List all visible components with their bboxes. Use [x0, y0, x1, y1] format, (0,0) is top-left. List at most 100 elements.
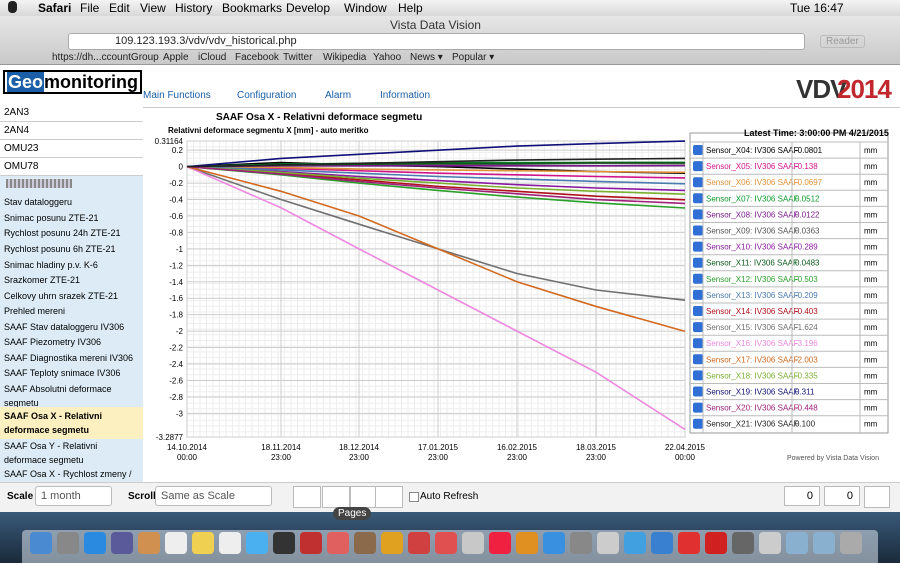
- auto-refresh[interactable]: Auto Refresh: [420, 491, 479, 502]
- legend-checkbox[interactable]: [693, 225, 703, 236]
- reader-button[interactable]: Reader: [820, 35, 865, 48]
- legend-checkbox[interactable]: [693, 354, 703, 365]
- legend-checkbox[interactable]: [693, 161, 703, 172]
- messages-button[interactable]: 0: [824, 486, 860, 506]
- dock-icon[interactable]: [246, 532, 268, 554]
- menu-item[interactable]: Help: [398, 1, 423, 15]
- sidebar-item[interactable]: Celkovy uhrn srazek ZTE-21: [4, 291, 119, 301]
- sidebar-item[interactable]: OMU78: [0, 158, 143, 176]
- menu-item[interactable]: Window: [344, 1, 387, 15]
- legend-checkbox[interactable]: [693, 273, 703, 284]
- dock-icon[interactable]: [57, 532, 79, 554]
- dock-icon[interactable]: [759, 532, 781, 554]
- dock-icon[interactable]: [489, 532, 511, 554]
- legend-checkbox[interactable]: [693, 386, 703, 397]
- dock-icon[interactable]: [786, 532, 808, 554]
- menu-item[interactable]: Develop: [286, 1, 331, 15]
- dock-icon[interactable]: [381, 532, 403, 554]
- dock-icon[interactable]: [219, 532, 241, 554]
- dock-icon[interactable]: [30, 532, 52, 554]
- menu-item[interactable]: History: [175, 1, 213, 15]
- dock-icon[interactable]: [435, 532, 457, 554]
- sidebar-item[interactable]: 2AN4: [0, 122, 143, 140]
- nav-button[interactable]: [375, 486, 403, 508]
- dock-icon[interactable]: [327, 532, 349, 554]
- legend-checkbox[interactable]: [693, 306, 703, 316]
- bookmark[interactable]: Popular ▾: [452, 52, 495, 63]
- warnings-button[interactable]: 0: [784, 486, 820, 506]
- apple-menu[interactable]: [8, 1, 17, 13]
- sidebar-item[interactable]: SAAF Diagnostika mereni IV306: [4, 353, 134, 363]
- dock-icon[interactable]: [300, 532, 322, 554]
- add-button[interactable]: [864, 486, 890, 508]
- dock-icon[interactable]: [840, 532, 862, 554]
- menu-item[interactable]: File: [80, 1, 100, 15]
- menu-item[interactable]: Bookmarks: [222, 1, 283, 15]
- legend-checkbox[interactable]: [693, 145, 703, 155]
- auto-refresh-box[interactable]: [409, 492, 419, 502]
- bookmark[interactable]: Wikipedia: [323, 52, 367, 63]
- bookmark[interactable]: News ▾: [410, 52, 443, 63]
- dock-icon[interactable]: [111, 532, 133, 554]
- nav-button[interactable]: [322, 486, 350, 508]
- legend-checkbox[interactable]: [693, 193, 703, 204]
- sidebar-item[interactable]: Prehled mereni: [4, 306, 66, 316]
- bookmark[interactable]: Twitter: [283, 52, 313, 63]
- legend-checkbox[interactable]: [693, 338, 703, 349]
- dock-icon[interactable]: [597, 532, 619, 554]
- sidebar-item[interactable]: SAAF Piezometry IV306: [4, 337, 102, 347]
- sidebar-item[interactable]: Srazkomer ZTE-21: [4, 275, 81, 285]
- sidebar-item[interactable]: Snimac hladiny p.v. K-6: [4, 260, 98, 270]
- sidebar-item[interactable]: 2AN3: [0, 104, 143, 122]
- sidebar-item[interactable]: Rychlost posunu 24h ZTE-21: [4, 228, 121, 238]
- bookmark[interactable]: iCloud: [198, 52, 227, 63]
- sidebar-item[interactable]: SAAF Teploty snimace IV306: [4, 368, 121, 378]
- sidebar-item[interactable]: Snimac posunu ZTE-21: [4, 213, 99, 223]
- dock-icon[interactable]: [273, 532, 295, 554]
- dock-icon[interactable]: [138, 532, 160, 554]
- nav-item[interactable]: Main Functions: [143, 90, 211, 101]
- nav-item[interactable]: Information: [380, 90, 431, 101]
- nav-button[interactable]: [350, 486, 378, 508]
- sidebar-item[interactable]: Rychlost posunu 6h ZTE-21: [4, 244, 116, 254]
- nav-item[interactable]: Alarm: [325, 90, 352, 101]
- bookmark[interactable]: https://dh...ccountGroup: [52, 52, 159, 63]
- legend-checkbox[interactable]: [693, 418, 703, 429]
- nav-button[interactable]: [293, 486, 321, 508]
- legend-checkbox[interactable]: [693, 241, 703, 252]
- dock-icon[interactable]: [192, 532, 214, 554]
- address-bar[interactable]: [68, 33, 805, 50]
- legend-checkbox[interactable]: [693, 402, 703, 413]
- menu-item[interactable]: Edit: [109, 1, 130, 15]
- sidebar-item[interactable]: Stav dataloggeru: [4, 197, 73, 207]
- dock-icon[interactable]: [543, 532, 565, 554]
- sidebar-item[interactable]: OMU23: [0, 140, 143, 158]
- sidebar-item[interactable]: SAAF Absolutni deformace segmetu: [4, 384, 112, 408]
- legend-checkbox[interactable]: [693, 177, 703, 188]
- bookmark[interactable]: Yahoo: [373, 52, 402, 63]
- scroll-select[interactable]: Same as Scale: [155, 486, 272, 506]
- legend-checkbox[interactable]: [693, 209, 703, 220]
- dock-icon[interactable]: [678, 532, 700, 554]
- dock-icon[interactable]: [570, 532, 592, 554]
- dock-icon[interactable]: [84, 532, 106, 554]
- legend-checkbox[interactable]: [693, 322, 703, 333]
- dock-icon[interactable]: [624, 532, 646, 554]
- legend-checkbox[interactable]: [693, 289, 703, 300]
- sidebar-item[interactable]: SAAF Osa X - Rychlost zmeny /: [4, 469, 132, 479]
- dock-icon[interactable]: [516, 532, 538, 554]
- sidebar-item[interactable]: SAAF Osa X - Relativni deformace segmetu: [0, 407, 143, 439]
- bookmark[interactable]: Facebook: [235, 52, 279, 63]
- sidebar-item[interactable]: SAAF Osa Y - Relativni deformace segmetu: [4, 441, 98, 465]
- dock-icon[interactable]: [651, 532, 673, 554]
- dock-icon[interactable]: [165, 532, 187, 554]
- dock-icon[interactable]: [354, 532, 376, 554]
- legend-checkbox[interactable]: [693, 370, 703, 381]
- legend-checkbox[interactable]: [693, 257, 703, 268]
- dock-icon[interactable]: [813, 532, 835, 554]
- menu-item[interactable]: View: [140, 1, 166, 15]
- dock-icon[interactable]: [408, 532, 430, 554]
- nav-item[interactable]: Configuration: [237, 90, 297, 101]
- app-menu[interactable]: Safari: [38, 1, 72, 15]
- dock-icon[interactable]: [732, 532, 754, 554]
